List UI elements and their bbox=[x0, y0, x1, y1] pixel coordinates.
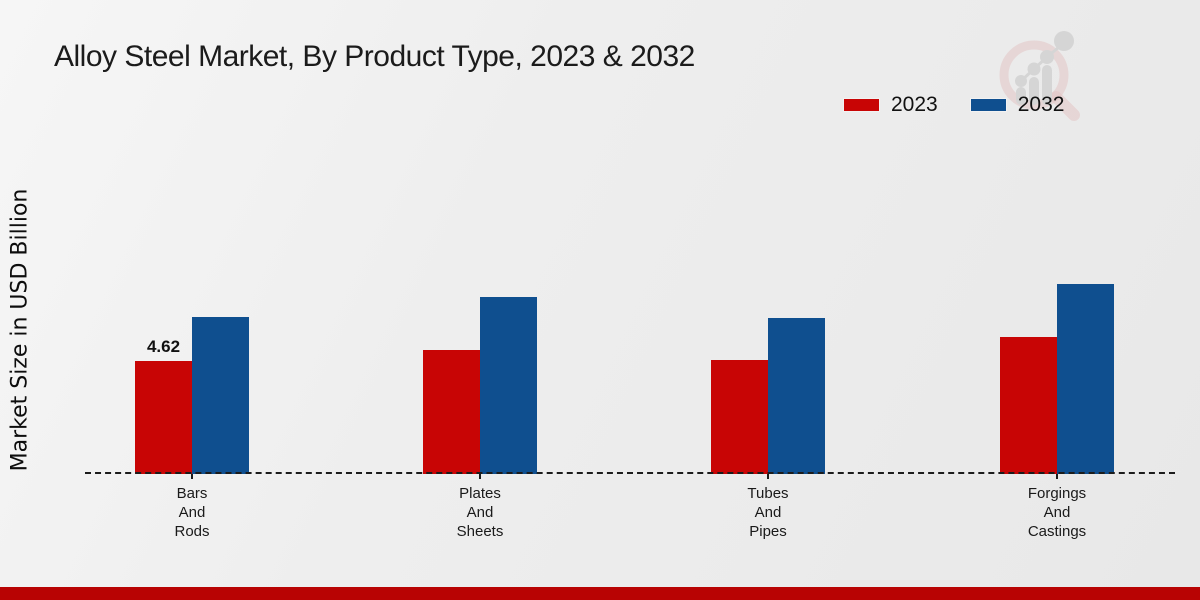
bar-group-bars-and-rods: 4.62 bbox=[135, 0, 249, 474]
category-label-line: Forgings bbox=[1027, 485, 1087, 502]
category-label-line: Castings bbox=[1027, 523, 1087, 540]
chart-title: Alloy Steel Market, By Product Type, 202… bbox=[54, 40, 695, 73]
category-label-plates-and-sheets: Plates And Sheets bbox=[400, 484, 560, 541]
category-label-line: Plates bbox=[459, 485, 501, 502]
bar-2032-plates-and-sheets bbox=[480, 297, 537, 474]
category-label-line: Pipes bbox=[749, 523, 787, 540]
category-label-line: And bbox=[466, 504, 494, 521]
legend-label-2032: 2032 bbox=[1017, 93, 1065, 116]
axis-tick bbox=[767, 474, 769, 479]
category-label-bars-and-rods: Bars And Rods bbox=[112, 484, 272, 541]
category-label-line: And bbox=[1043, 504, 1071, 521]
category-label-tubes-and-pipes: Tubes And Pipes bbox=[688, 484, 848, 541]
legend-item-2032: 2032 bbox=[969, 93, 1065, 117]
category-label-line: Bars bbox=[176, 485, 208, 502]
category-label-line: Sheets bbox=[456, 523, 504, 540]
bar-group-forgings-and-castings bbox=[1000, 0, 1114, 474]
legend-swatch-2023 bbox=[843, 98, 880, 112]
category-label-line: Tubes bbox=[747, 485, 789, 502]
bar-group-tubes-and-pipes bbox=[711, 0, 825, 474]
bar-2023-forgings-and-castings bbox=[1000, 337, 1057, 474]
chart-legend: 2023 2032 bbox=[843, 93, 1064, 117]
bar-2032-tubes-and-pipes bbox=[768, 318, 825, 474]
category-label-forgings-and-castings: Forgings And Castings bbox=[977, 484, 1137, 541]
axis-tick bbox=[1056, 474, 1058, 479]
legend-label-2023: 2023 bbox=[891, 93, 938, 116]
bar-group-plates-and-sheets bbox=[423, 0, 537, 474]
bar-2032-bars-and-rods bbox=[192, 317, 249, 474]
bar-2023-plates-and-sheets bbox=[423, 350, 480, 474]
category-label-line: Rods bbox=[174, 523, 210, 540]
axis-tick bbox=[479, 474, 481, 479]
axis-tick bbox=[191, 474, 193, 479]
x-axis-baseline bbox=[85, 472, 1175, 474]
category-label-line: And bbox=[754, 504, 782, 521]
bar-value-label: 4.62 bbox=[146, 337, 181, 356]
legend-swatch-2032 bbox=[969, 98, 1007, 112]
bar-2032-forgings-and-castings bbox=[1057, 284, 1114, 474]
bar-2023-bars-and-rods: 4.62 bbox=[135, 337, 192, 474]
category-label-line: And bbox=[178, 504, 206, 521]
bar-2023-tubes-and-pipes bbox=[711, 360, 768, 474]
footer-red-band bbox=[0, 587, 1200, 600]
legend-item-2023: 2023 bbox=[843, 93, 938, 117]
